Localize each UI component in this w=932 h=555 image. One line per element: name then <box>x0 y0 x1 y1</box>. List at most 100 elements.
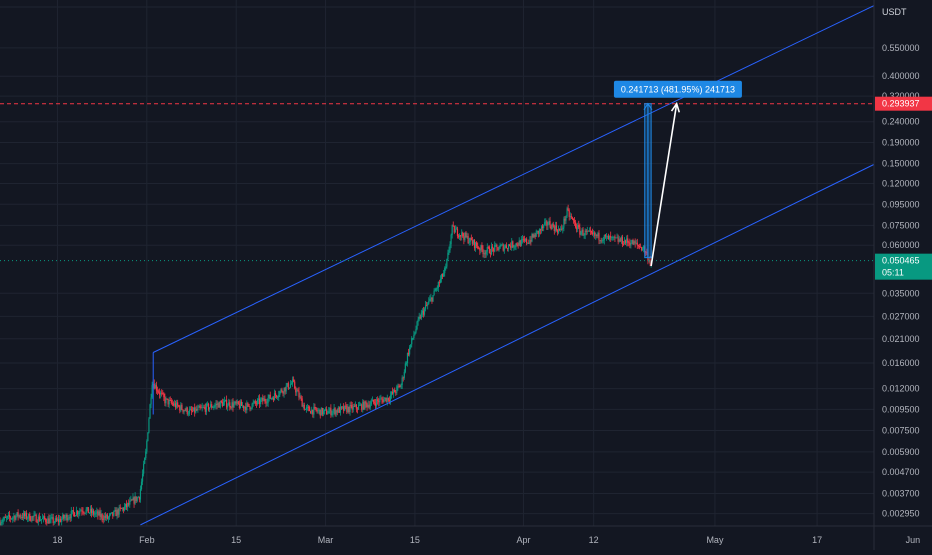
candle-body <box>551 224 553 230</box>
candle-body <box>421 310 423 313</box>
candle-body <box>183 410 185 412</box>
candle-body <box>299 396 301 398</box>
candle-body <box>447 252 449 260</box>
target-arrow-line[interactable] <box>650 103 678 267</box>
time-axis-background <box>0 526 932 550</box>
candle-body <box>315 407 317 411</box>
candle-body <box>484 253 486 255</box>
candle-body <box>474 242 477 248</box>
candle-body <box>618 239 620 242</box>
candle-body <box>287 383 289 389</box>
candle-body <box>272 397 275 401</box>
candle-body <box>214 405 216 407</box>
time-tick-label: Jun <box>906 535 921 545</box>
candle-body <box>158 392 161 395</box>
candle-body <box>622 244 625 246</box>
target-price-tag-text: 0.293937 <box>882 99 920 109</box>
time-tick-label: May <box>706 535 724 545</box>
candle-body <box>121 508 123 509</box>
candle-body <box>557 229 560 233</box>
target-price-tag <box>875 96 932 111</box>
candle-body <box>71 510 73 511</box>
channel-lower-line[interactable] <box>140 157 888 526</box>
candle-body <box>549 221 551 227</box>
candle-body <box>17 512 19 517</box>
candle-body <box>590 231 593 233</box>
candle-body <box>334 408 336 415</box>
candle-body <box>384 397 386 400</box>
channel-upper-line[interactable] <box>152 0 887 353</box>
candle-body <box>246 403 248 411</box>
candle-body <box>289 384 292 388</box>
candle-body <box>288 387 290 389</box>
candle-body <box>433 290 435 296</box>
candle-body <box>428 301 430 304</box>
candle-body <box>518 240 520 246</box>
time-tick-label: 17 <box>812 535 822 545</box>
candle-body <box>610 235 612 238</box>
candle-body <box>96 511 98 513</box>
candle-body <box>460 235 462 237</box>
candle-body <box>201 407 203 409</box>
candle-body <box>258 398 261 405</box>
price-tick-label: 0.002950 <box>882 509 920 519</box>
candle-body <box>400 385 402 388</box>
candle-body <box>632 239 634 245</box>
candle-body <box>459 235 461 237</box>
candle-body <box>86 507 88 510</box>
candle-body <box>521 239 523 241</box>
candle-body <box>114 510 116 512</box>
candle-body <box>646 252 648 254</box>
candle-body <box>161 392 163 394</box>
candle-body <box>361 404 363 410</box>
candle-body <box>564 218 566 221</box>
candle-body <box>134 496 136 504</box>
candle-body <box>103 516 105 520</box>
candle-body <box>170 400 172 403</box>
candle-body <box>569 216 571 217</box>
candle-body <box>505 245 508 249</box>
candle-body <box>182 409 184 412</box>
candle-body <box>397 385 399 387</box>
candle-body <box>294 381 296 389</box>
candle-body <box>194 407 196 413</box>
candle-body <box>517 245 519 246</box>
candle-body <box>244 406 246 409</box>
candle-body <box>527 242 529 244</box>
candle-body <box>181 404 183 410</box>
candle-body <box>270 397 272 399</box>
candle-body <box>302 404 304 407</box>
candle-body <box>378 400 380 403</box>
candle-body <box>536 230 538 232</box>
candle-body <box>93 510 95 515</box>
candle-body <box>623 240 626 245</box>
candle-body <box>150 397 152 405</box>
candle-body <box>178 405 180 407</box>
price-tick-label: 0.190000 <box>882 138 920 148</box>
candle-body <box>127 503 129 508</box>
candle-body <box>204 407 206 412</box>
candle-body <box>72 510 75 513</box>
candle-body <box>145 451 147 459</box>
candle-body <box>637 244 639 246</box>
candle-body <box>503 247 505 251</box>
candle-body <box>199 406 201 408</box>
candle-body <box>439 279 442 283</box>
candle-body <box>197 407 199 411</box>
candle-body <box>485 251 487 255</box>
time-tick-label: Apr <box>516 535 530 545</box>
candle-body <box>362 401 364 410</box>
candle-body <box>78 512 80 515</box>
candle-body <box>374 403 377 406</box>
candle-body <box>572 218 575 221</box>
candle-body <box>119 507 121 509</box>
candle-body <box>512 241 514 248</box>
candle-body <box>82 511 84 513</box>
candle-body <box>437 282 439 288</box>
candle-body <box>510 245 512 248</box>
measure-tool[interactable]: 0.241713 (481.95%) 241713 <box>0 80 874 267</box>
channel[interactable] <box>140 0 888 526</box>
candle-body <box>612 236 614 238</box>
